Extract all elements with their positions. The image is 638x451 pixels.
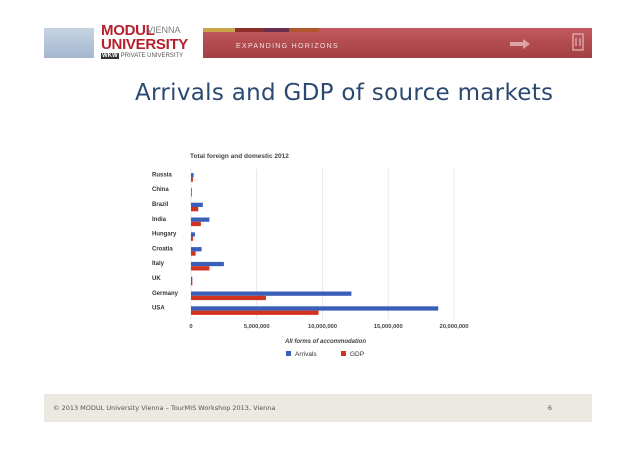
chart-x-tick-labels: 0 5,000,000 10,000,000 15,000,000 20,000,000 [189,324,468,330]
slide-title: Arrivals and GDP of source markets [135,80,554,106]
legend-swatch-arrivals [286,351,291,356]
logo-text-private-label: PRIVATE UNIVERSITY [120,53,184,59]
bar-gdp-croatia [191,251,196,256]
bar-arrivals-uk [191,276,193,281]
bar-arrivals-hungary [191,232,195,237]
university-logo: MODUL VIENNA UNIVERSITY WKW PRIVATE UNIVE… [101,22,196,62]
footer-copyright: © 2013 MODUL University Vienna – TourMIS… [53,404,276,412]
chart-category-labels: Russia China Brazil India Hungary Croatia Ital… [152,172,179,311]
category-label-russia: Russia [152,172,172,178]
bar-gdp-germany [191,295,266,301]
arrow-icon [510,39,530,49]
category-label-hungary: Hungary [152,232,177,238]
category-label-china: China [152,187,169,193]
bar-arrivals-china [191,187,192,193]
x-axis-label: All forms of accommodation [284,339,366,345]
logo-text-private: WKW PRIVATE UNIVERSITY [101,53,183,59]
color-strip-3 [263,28,289,32]
slide-footer: © 2013 MODUL University Vienna – TourMIS… [44,394,592,422]
chart-title: Total foreign and domestic 2012 [190,153,289,160]
slide-header: EXPANDING HORIZONS MODUL VIENNA UNIVERSI… [0,0,638,78]
bar-gdp-italy [191,266,210,271]
x-tick-label: 10,000,000 [308,324,337,330]
category-label-brazil: Brazil [152,202,169,208]
bar-gdp-russia [191,177,193,182]
category-label-india: India [152,217,167,223]
page-number: 6 [547,404,552,412]
category-label-usa: USA [152,306,165,312]
bar-arrivals-usa [191,306,439,311]
legend-swatch-gdp [341,351,346,356]
color-strip-2 [235,28,263,32]
logo-text-vienna: VIENNA [147,25,181,35]
color-strip-1 [203,28,235,32]
bar-gdp-uk [191,281,193,286]
bar-arrivals-russia [191,173,194,178]
header-blue-band [44,28,94,58]
bar-gdp-china [191,192,192,197]
bar-arrivals-india [191,217,210,222]
bar-gdp-hungary [191,236,193,241]
legend-label-arrivals: Arrivals [295,351,317,358]
category-label-croatia: Croatia [152,246,173,252]
color-strip-4 [289,28,319,32]
bar-arrivals-italy [191,261,224,267]
x-tick-label: 5,000,000 [244,324,270,330]
bar-arrivals-germany [191,291,352,296]
chart-legend: Arrivals GDP [286,351,364,358]
x-tick-label: 20,000,000 [439,324,468,330]
logo-text-modul: MODUL [101,22,155,39]
modul-mark-icon [572,33,584,51]
header-slogan: EXPANDING HORIZONS [236,43,340,50]
x-tick-label: 0 [189,324,192,330]
bar-arrivals-brazil [191,202,203,207]
bar-arrivals-croatia [191,247,202,252]
category-label-uk: UK [152,276,161,282]
category-label-italy: Italy [152,261,165,267]
bar-gdp-usa [191,310,319,315]
logo-badge: WKW [101,53,119,59]
logo-text-university: UNIVERSITY [101,36,189,53]
x-tick-label: 15,000,000 [374,324,403,330]
category-label-germany: Germany [152,291,179,297]
bar-gdp-india [191,221,201,227]
legend-label-gdp: GDP [350,351,364,358]
chart-bars [191,173,439,315]
bar-gdp-brazil [191,207,199,212]
